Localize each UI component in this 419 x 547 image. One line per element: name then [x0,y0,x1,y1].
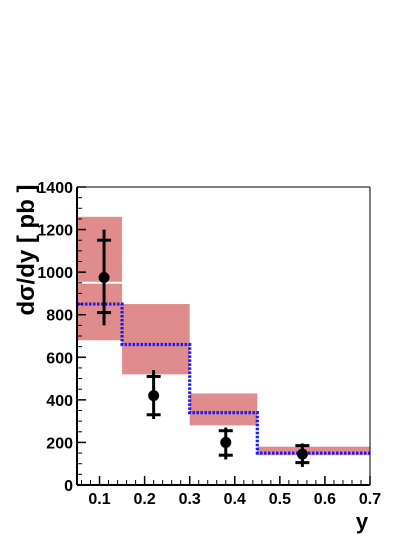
data-points [97,229,310,467]
y-tick-label: 1400 [37,180,73,197]
data-marker [296,448,308,460]
data-point-1 [97,229,112,326]
data-point-4 [295,443,310,467]
y-tick-label: 800 [46,308,73,325]
uncertainty-band-bin-2 [122,304,190,375]
axes: 0 200 400 600 800 1000 1200 1400 0.1 0.2 0.3 0.4 0.5… [37,180,381,508]
y-axis-label: dσ/dy [ pb ] [13,184,40,315]
y-tick-label: 0 [64,478,73,495]
x-tick-label: 0.6 [314,491,336,508]
x-tick-label: 0.1 [88,491,110,508]
x-tick-label: 0.7 [359,491,381,508]
y-tick-label: 1000 [37,265,73,282]
data-marker [220,436,232,448]
data-marker [98,271,110,283]
x-tick-label: 0.3 [179,491,201,508]
x-tick-label: 0.4 [224,491,246,508]
uncertainty-bands [77,216,370,456]
uncertainty-band-bin-4 [257,446,370,456]
x-tick-label: 0.5 [269,491,291,508]
y-tick-label: 1200 [37,223,73,240]
x-axis-label: y [356,509,369,534]
y-tick-label: 600 [46,350,73,367]
data-point-3 [218,427,233,460]
y-tick-label: 200 [46,435,73,452]
y-tick-label: 400 [46,393,73,410]
uncertainty-band-bin-3 [189,393,258,426]
data-point-2 [146,370,161,420]
data-marker [148,390,160,402]
x-tick-label: 0.2 [133,491,155,508]
